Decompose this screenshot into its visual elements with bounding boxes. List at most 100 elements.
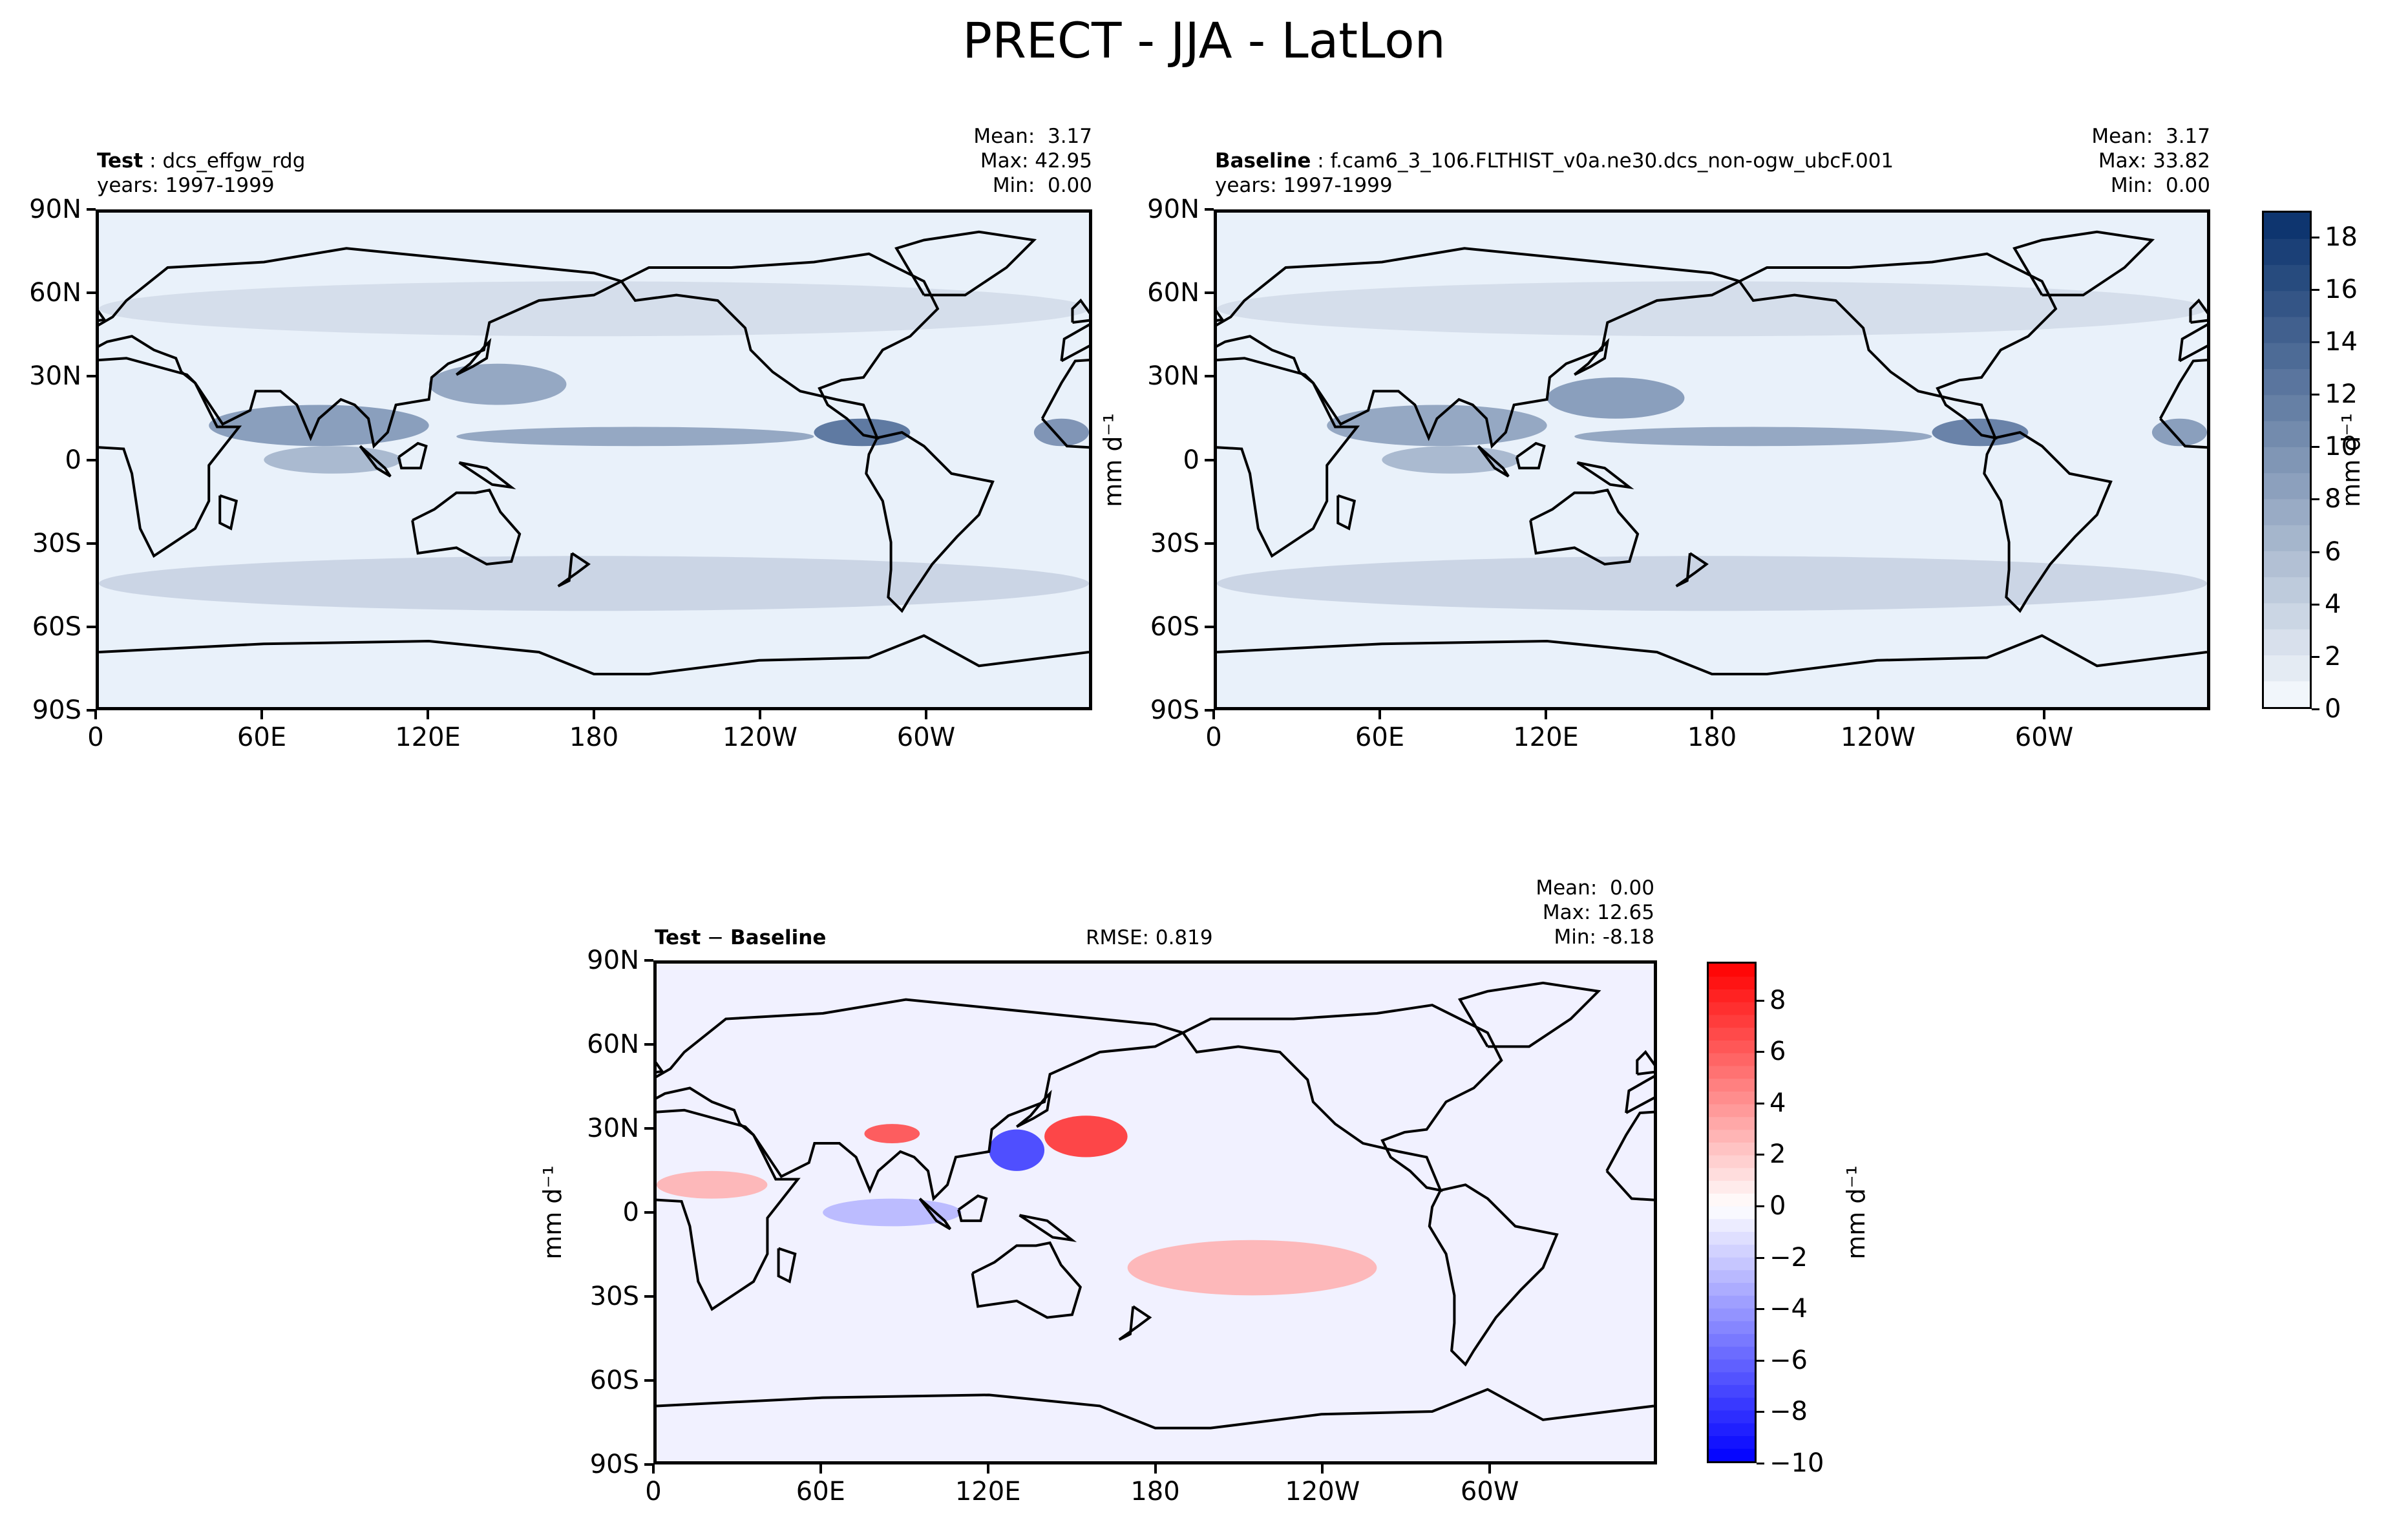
diff-colorbar-tick-mark-4 [1757, 1205, 1764, 1208]
diff-colorbar-step-17 [1709, 1231, 1755, 1245]
diff-xtick-mark-0 [652, 1464, 655, 1474]
baseline-ytick-label-6: 90S [1150, 695, 1199, 725]
diff-min: Min: -8.18 [1554, 925, 1654, 949]
test-ytick-mark-4 [87, 542, 96, 545]
diff-colorbar-step-15 [1709, 1257, 1755, 1271]
diff-label-bold2: Baseline [730, 926, 827, 949]
diff-colorbar-step-38 [1709, 964, 1755, 977]
baseline-colorbar-tick-mark-2 [2312, 603, 2319, 606]
test-coastline-newguinea [458, 461, 516, 490]
diff-colorbar-step-36 [1709, 989, 1755, 1002]
diff-colorbar-step-22 [1709, 1167, 1755, 1181]
diff-colorbar-step-26 [1709, 1116, 1755, 1130]
baseline-colorbar-step-8 [2264, 472, 2310, 500]
test-ytick-mark-0 [87, 208, 96, 211]
diff-field-band-0 [864, 1124, 920, 1144]
test-xtick-label-1: 60E [237, 723, 287, 752]
baseline-colorbar-step-0 [2264, 681, 2310, 708]
diff-coastline-namerica [1181, 1004, 1503, 1192]
diff-colorbar-step-23 [1709, 1155, 1755, 1168]
baseline-colorbar-tick-label-5: 10 [2325, 432, 2358, 462]
diff-xtick-mark-4 [1321, 1464, 1324, 1474]
baseline-ytick-mark-5 [1205, 625, 1214, 628]
test-min: Min: 0.00 [992, 174, 1092, 197]
baseline-colorbar-svg [2264, 213, 2310, 708]
diff-colorbar-svg [1709, 964, 1755, 1462]
baseline-colorbar-tick-label-7: 14 [2325, 326, 2358, 357]
diff-ytick-mark-5 [644, 1379, 653, 1382]
diff-map-svg [657, 964, 1654, 1461]
test-coastline-antarctica [99, 634, 1089, 675]
diff-xtick-label-1: 60E [796, 1477, 845, 1506]
baseline-colorbar-step-5 [2264, 551, 2310, 578]
diff-colorbar-step-21 [1709, 1180, 1755, 1194]
test-field-band-3 [456, 427, 814, 447]
diff-coastline-greenland [1457, 981, 1601, 1048]
diff-colorbar-tick-mark-5 [1757, 1256, 1764, 1259]
test-field-band-5 [1033, 418, 1089, 447]
diff-colorbar-tick-mark-1 [1757, 1051, 1764, 1053]
test-xtick-label-4: 120W [723, 723, 797, 752]
test-ytick-label-6: 90S [32, 695, 81, 725]
diff-coastline-antarctica [657, 1388, 1654, 1430]
baseline-coastline-australia [1529, 488, 1640, 566]
diff-colorbar-tick-label-4: 0 [1769, 1191, 1786, 1221]
baseline-coastline-uk-b [2189, 298, 2207, 324]
baseline-coastline-nz [1675, 552, 1709, 587]
baseline-colorbar-step-11 [2264, 394, 2310, 421]
diff-colorbar-tick-label-7: −6 [1769, 1345, 1808, 1375]
diff-coastline-borneo [957, 1194, 988, 1222]
baseline-xtick-mark-3 [1711, 710, 1713, 719]
baseline-label-rest: : f.cam6_3_106.FLTHIST_v0a.ne30.dcs_non-… [1311, 149, 1894, 173]
test-stats: Mean: 3.17 Max: 42.95 Min: 0.00 [892, 124, 1092, 198]
baseline-colorbar-step-2 [2264, 629, 2310, 655]
test-ytick-label-0: 90N [29, 195, 81, 224]
test-ytick-label-2: 30N [29, 361, 81, 392]
baseline-colorbar-tick-label-3: 6 [2325, 536, 2341, 567]
diff-map [653, 960, 1657, 1464]
diff-mean: Mean: 0.00 [1536, 876, 1654, 900]
precip-colorbar-label: mm d⁻¹ [2337, 413, 2365, 507]
diff-colorbar-step-3 [1709, 1410, 1755, 1424]
baseline-xtick-label-2: 120E [1513, 723, 1579, 752]
diff-colorbar-tick-mark-0 [1757, 999, 1764, 1002]
diff-coastline-newguinea [1019, 1214, 1077, 1242]
diff-rmse: RMSE: 0.819 [1086, 926, 1213, 949]
diff-colorbar-tick-label-8: −8 [1769, 1397, 1808, 1427]
baseline-colorbar-step-15 [2264, 290, 2310, 317]
diff-colorbar-step-1 [1709, 1435, 1755, 1449]
diff-ytick-mark-0 [644, 959, 653, 962]
diff-ytick-label-2: 30N [587, 1114, 639, 1143]
diff-colorbar-tick-mark-6 [1757, 1308, 1764, 1311]
baseline-colorbar-step-1 [2264, 655, 2310, 682]
baseline-max: Max: 33.82 [2098, 149, 2210, 173]
diff-colorbar-tick-mark-7 [1757, 1359, 1764, 1362]
baseline-xtick-mark-0 [1212, 710, 1215, 719]
test-coastline-japan [455, 337, 492, 376]
baseline-xtick-label-5: 60W [2014, 723, 2074, 752]
baseline-xtick-label-3: 180 [1687, 723, 1737, 752]
test-coastline-europe_asia-a [99, 247, 625, 449]
test-field-band-0 [209, 405, 429, 447]
baseline-colorbar-step-4 [2264, 576, 2310, 604]
baseline-stats: Mean: 3.17 Max: 33.82 Min: 0.00 [2010, 124, 2210, 198]
diff-ytick-mark-6 [644, 1463, 653, 1466]
test-label: Test : dcs_effgw_rdg [97, 149, 305, 173]
diff-ytick-label-0: 90N [587, 946, 639, 975]
baseline-colorbar-tick-mark-8 [2312, 288, 2319, 291]
precip-colorbar [2262, 211, 2312, 709]
diff-colorbar-tick-label-1: 6 [1769, 1037, 1786, 1067]
diff-ytick-label-5: 60S [589, 1366, 639, 1395]
test-map-svg [99, 213, 1089, 707]
diff-left-units-label: mm d⁻¹ [538, 1165, 567, 1260]
baseline-xtick-label-1: 60E [1355, 723, 1405, 752]
diff-coastline-uk-b [1636, 1050, 1654, 1076]
test-ytick-mark-6 [87, 709, 96, 712]
baseline-coastline-japan [1573, 337, 1610, 376]
baseline-colorbar-step-3 [2264, 602, 2310, 629]
baseline-colorbar-step-18 [2264, 213, 2310, 239]
baseline-field-band-3 [1574, 427, 1932, 447]
figure-title: PRECT - JJA - LatLon [962, 12, 1446, 69]
test-coastline-australia [411, 488, 522, 566]
baseline-coastline-borneo [1515, 441, 1546, 470]
